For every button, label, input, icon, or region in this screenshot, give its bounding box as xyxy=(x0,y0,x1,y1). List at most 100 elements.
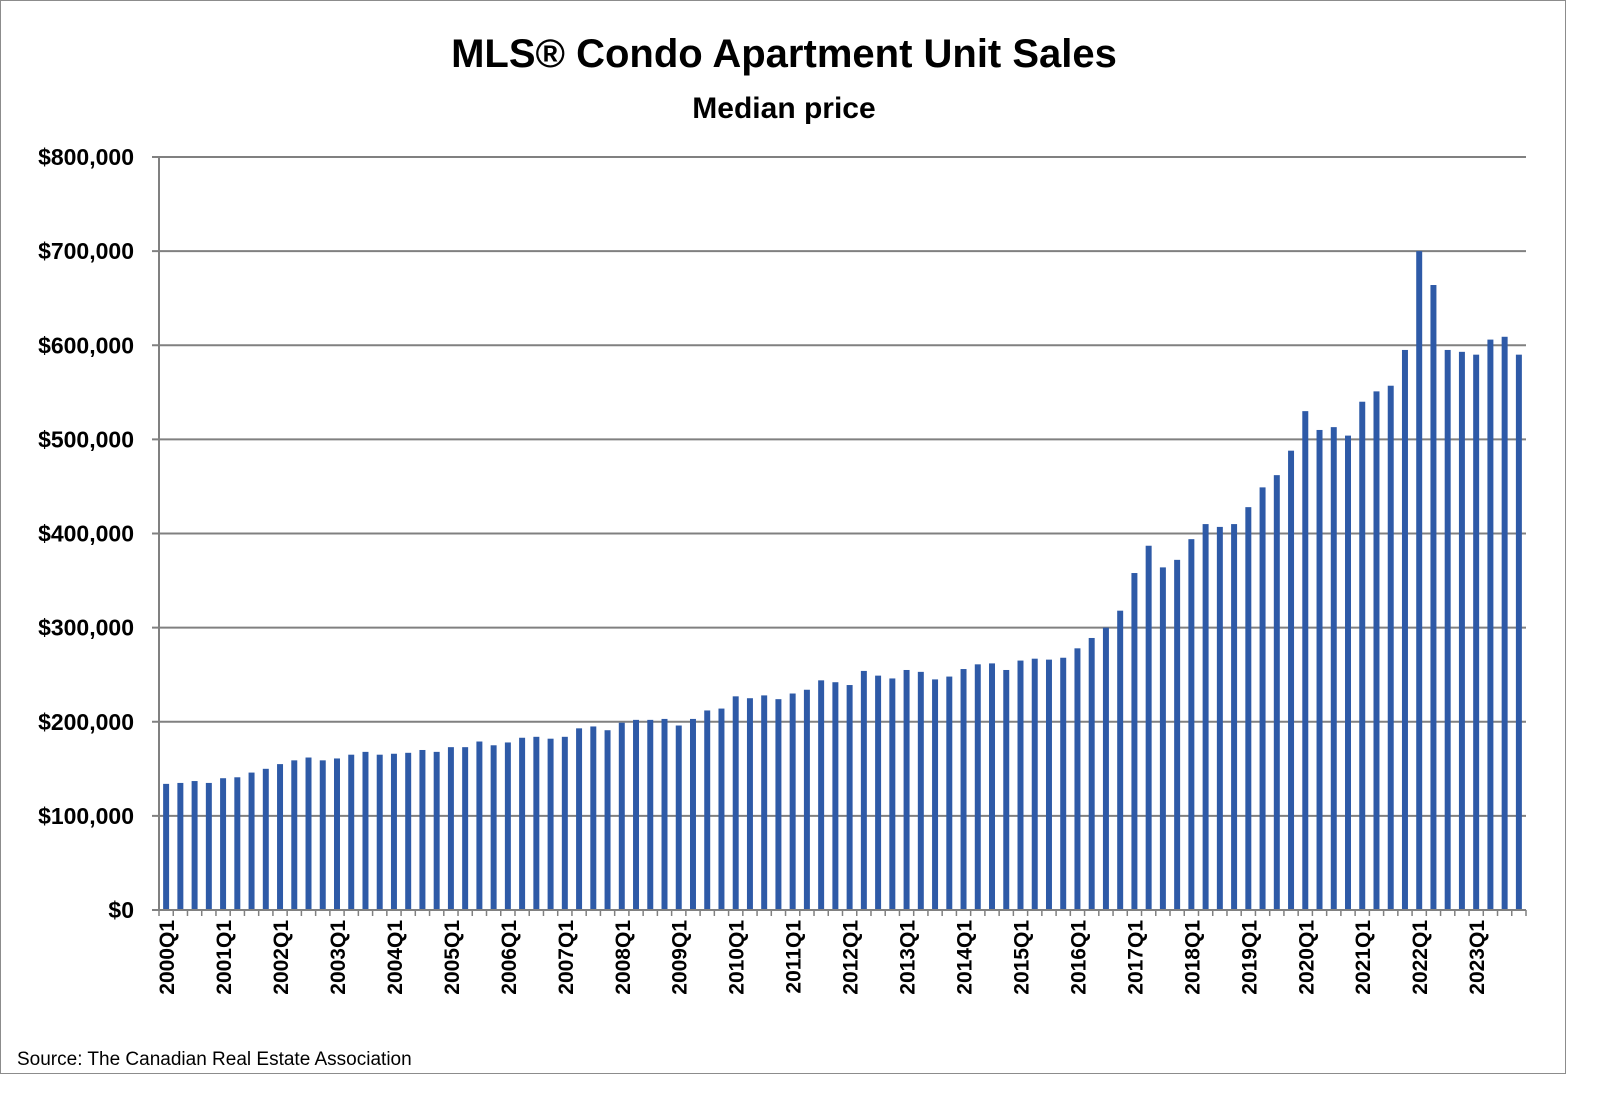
x-tick-label: 2022Q1 xyxy=(1409,920,1432,995)
bar xyxy=(362,751,369,910)
bar xyxy=(832,682,839,910)
bar xyxy=(476,741,483,910)
source-note: Source: The Canadian Real Estate Associa… xyxy=(17,1049,412,1070)
bar xyxy=(689,718,696,910)
bar xyxy=(1003,669,1010,910)
bar xyxy=(1288,450,1295,910)
x-tick-label: 2003Q1 xyxy=(327,920,350,995)
bar xyxy=(1131,573,1138,910)
bar xyxy=(590,726,597,910)
bar xyxy=(761,695,768,910)
bar xyxy=(1430,285,1437,910)
x-tick-label: 2019Q1 xyxy=(1238,920,1261,995)
bar xyxy=(633,719,640,910)
bar xyxy=(704,710,711,910)
bar xyxy=(946,676,953,910)
bar xyxy=(1387,385,1394,910)
bar xyxy=(348,754,355,910)
bar xyxy=(1017,660,1024,910)
bar xyxy=(818,680,825,910)
y-tick-label: $0 xyxy=(108,897,134,923)
bar xyxy=(1487,339,1494,910)
bar xyxy=(1373,391,1380,911)
bar xyxy=(889,678,896,910)
bar xyxy=(1345,435,1351,910)
bar xyxy=(1473,354,1480,911)
bar xyxy=(561,736,568,910)
chart-title: MLS® Condo Apartment Unit Sales xyxy=(451,32,1117,76)
bar xyxy=(746,698,753,910)
bar xyxy=(234,777,241,910)
bar xyxy=(248,772,255,910)
x-tick-label: 2009Q1 xyxy=(669,920,692,995)
bar xyxy=(1145,545,1152,910)
chart-subtitle: Median price xyxy=(692,92,875,125)
bar xyxy=(205,782,212,910)
bar xyxy=(932,679,939,910)
bar xyxy=(1045,659,1052,910)
bar xyxy=(191,781,198,910)
x-tick-label: 2018Q1 xyxy=(1181,920,1204,995)
x-tick-label: 2011Q1 xyxy=(783,920,806,994)
x-tick-label: 2014Q1 xyxy=(954,920,977,995)
x-tick-label: 2008Q1 xyxy=(612,920,635,995)
bar xyxy=(163,783,170,910)
bar xyxy=(1216,526,1223,910)
x-tick-label: 2016Q1 xyxy=(1067,920,1090,995)
bar xyxy=(319,760,326,910)
bar xyxy=(419,749,426,910)
bar-chart: MLS® Condo Apartment Unit Sales Median p… xyxy=(17,32,1527,1070)
bar xyxy=(262,768,269,910)
bar xyxy=(860,670,867,910)
bar xyxy=(1202,524,1209,910)
x-tick-label: 2012Q1 xyxy=(840,920,863,995)
x-tick-label: 2023Q1 xyxy=(1466,920,1489,995)
bar xyxy=(376,754,383,910)
bar xyxy=(974,664,981,910)
y-tick-label: $600,000 xyxy=(38,332,134,358)
bar xyxy=(519,737,526,910)
bar xyxy=(1088,637,1095,910)
bar xyxy=(718,708,725,910)
x-tick-label: 2010Q1 xyxy=(726,920,749,995)
bar xyxy=(803,689,810,910)
bar xyxy=(960,669,967,910)
bar xyxy=(789,693,796,910)
bar xyxy=(1515,354,1522,911)
bar xyxy=(1231,524,1238,910)
bar xyxy=(1102,627,1109,910)
bar xyxy=(1188,539,1195,910)
bar xyxy=(1245,507,1252,910)
bar xyxy=(405,752,412,910)
bar xyxy=(989,663,996,910)
bar xyxy=(1060,657,1067,910)
x-tick-label: 2007Q1 xyxy=(555,920,578,995)
bar xyxy=(647,719,654,910)
bar xyxy=(390,753,397,910)
bar xyxy=(462,747,469,910)
bar xyxy=(875,675,882,910)
bar xyxy=(1273,475,1280,910)
y-tick-label: $100,000 xyxy=(38,803,134,829)
y-tick-label: $700,000 xyxy=(38,238,134,264)
x-tick-label: 2001Q1 xyxy=(213,920,236,995)
x-tick-label: 2013Q1 xyxy=(897,920,920,995)
bar xyxy=(903,669,910,910)
y-axis-ticks: $0 $100,000 $200,000 $300,000 $400,000 $500,0… xyxy=(38,144,159,923)
bar xyxy=(547,738,554,910)
bar xyxy=(447,747,454,910)
x-tick-label: 2021Q1 xyxy=(1352,920,1375,995)
bar xyxy=(1174,559,1181,910)
bar xyxy=(1259,487,1266,910)
bar xyxy=(1316,429,1323,910)
bar xyxy=(604,730,611,910)
y-tick-label: $400,000 xyxy=(38,521,134,547)
bar xyxy=(1359,401,1366,910)
bars xyxy=(163,251,1522,911)
x-tick-label: 2005Q1 xyxy=(441,920,464,995)
y-tick-label: $500,000 xyxy=(38,426,134,452)
bar xyxy=(277,764,284,910)
chart-frame: MLS® Condo Apartment Unit Sales Median p… xyxy=(0,0,1566,1074)
x-tick-label: 2002Q1 xyxy=(270,920,293,995)
x-tick-label: 2017Q1 xyxy=(1124,920,1147,995)
